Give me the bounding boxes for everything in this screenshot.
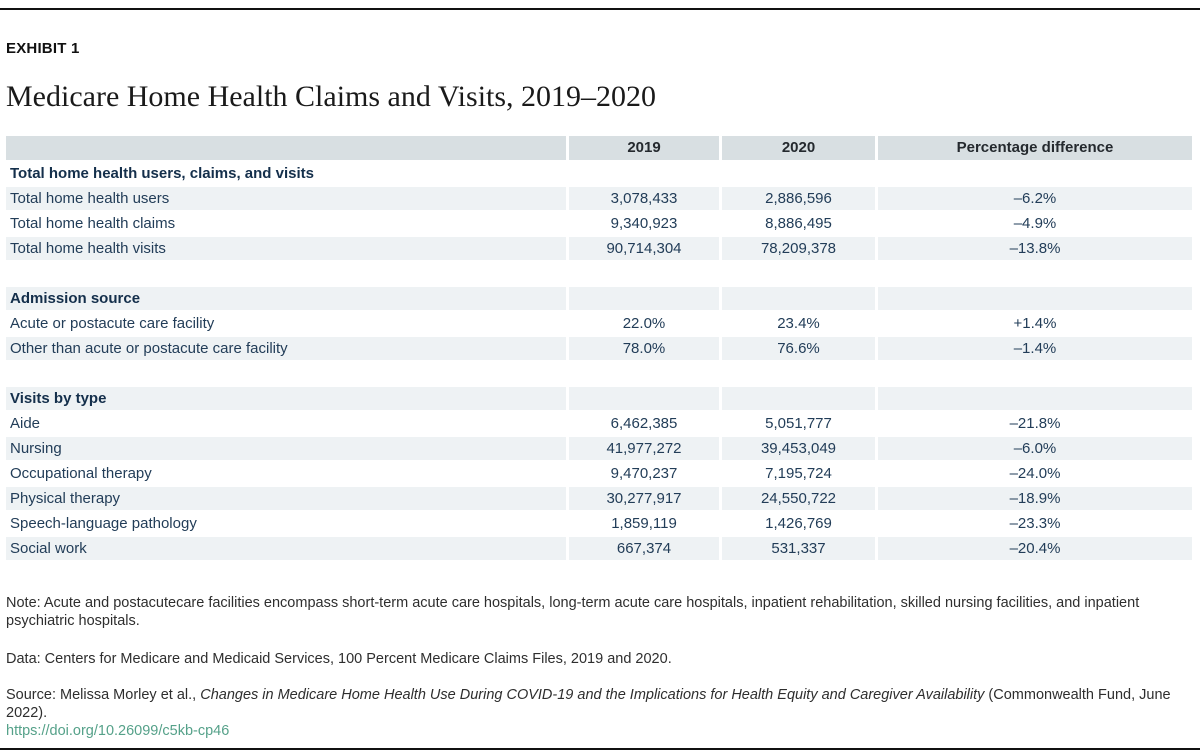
value-2019: 3,078,433	[569, 187, 719, 210]
value-diff: –24.0%	[878, 462, 1192, 485]
section-header-row: Total home health users, claims, and vis…	[6, 162, 1192, 185]
empty-cell	[878, 287, 1192, 310]
value-2019: 9,340,923	[569, 212, 719, 235]
value-2020: 39,453,049	[722, 437, 875, 460]
value-diff: –23.3%	[878, 512, 1192, 535]
row-label: Acute or postacute care facility	[6, 312, 566, 335]
value-2020: 76.6%	[722, 337, 875, 360]
empty-cell	[722, 387, 875, 410]
section-spacer	[6, 262, 1192, 285]
column-header-2019: 2019	[569, 136, 719, 160]
empty-cell	[569, 162, 719, 185]
row-label: Occupational therapy	[6, 462, 566, 485]
row-label: Total home health users	[6, 187, 566, 210]
table-row: Total home health users 3,078,433 2,886,…	[6, 187, 1192, 210]
doi-link[interactable]: https://doi.org/10.26099/c5kb-cp46	[6, 723, 230, 739]
value-2020: 1,426,769	[722, 512, 875, 535]
value-diff: –20.4%	[878, 537, 1192, 560]
value-2019: 667,374	[569, 537, 719, 560]
section-header-label: Visits by type	[6, 387, 566, 410]
value-2020: 5,051,777	[722, 412, 875, 435]
value-2020: 78,209,378	[722, 237, 875, 260]
section-spacer	[6, 362, 1192, 385]
page-title: Medicare Home Health Claims and Visits, …	[6, 80, 657, 113]
section-header-label: Total home health users, claims, and vis…	[6, 162, 566, 185]
value-diff: –6.0%	[878, 437, 1192, 460]
data-text: Data: Centers for Medicare and Medicaid …	[6, 651, 672, 667]
row-label: Physical therapy	[6, 487, 566, 510]
value-diff: –21.8%	[878, 412, 1192, 435]
row-label: Other than acute or postacute care facil…	[6, 337, 566, 360]
table-row: Acute or postacute care facility 22.0% 2…	[6, 312, 1192, 335]
row-label: Total home health visits	[6, 237, 566, 260]
value-2019: 9,470,237	[569, 462, 719, 485]
column-header-percentage-difference: Percentage difference	[878, 136, 1192, 160]
value-2020: 23.4%	[722, 312, 875, 335]
empty-cell	[569, 387, 719, 410]
table-header-row: 2019 2020 Percentage difference	[6, 136, 1192, 160]
value-2019: 90,714,304	[569, 237, 719, 260]
source-title: Changes in Medicare Home Health Use Duri…	[200, 687, 985, 703]
value-2020: 531,337	[722, 537, 875, 560]
value-diff: –6.2%	[878, 187, 1192, 210]
table-row: Total home health visits 90,714,304 78,2…	[6, 237, 1192, 260]
empty-cell	[569, 287, 719, 310]
value-diff: –13.8%	[878, 237, 1192, 260]
table-row: Speech-language pathology 1,859,119 1,42…	[6, 512, 1192, 535]
empty-cell	[878, 387, 1192, 410]
value-diff: –1.4%	[878, 337, 1192, 360]
row-label: Speech-language pathology	[6, 512, 566, 535]
note-text: Note: Acute and postacutecare facilities…	[6, 595, 1140, 629]
value-2019: 78.0%	[569, 337, 719, 360]
empty-cell	[722, 162, 875, 185]
value-2019: 30,277,917	[569, 487, 719, 510]
section-header-label: Admission source	[6, 287, 566, 310]
data-table: 2019 2020 Percentage difference Total ho…	[6, 136, 1192, 560]
empty-cell	[878, 162, 1192, 185]
value-2020: 2,886,596	[722, 187, 875, 210]
source-text: Source: Melissa Morley et al., Changes i…	[6, 686, 1192, 740]
row-label: Nursing	[6, 437, 566, 460]
value-2020: 7,195,724	[722, 462, 875, 485]
column-header-2020: 2020	[722, 136, 875, 160]
row-label: Aide	[6, 412, 566, 435]
source-prefix: Source: Melissa Morley et al.,	[6, 687, 201, 703]
empty-cell	[722, 287, 875, 310]
table-row: Nursing 41,977,272 39,453,049 –6.0%	[6, 437, 1192, 460]
section-header-row: Admission source	[6, 287, 1192, 310]
row-label: Total home health claims	[6, 212, 566, 235]
table-row: Aide 6,462,385 5,051,777 –21.8%	[6, 412, 1192, 435]
table-row: Physical therapy 30,277,917 24,550,722 –…	[6, 487, 1192, 510]
value-diff: –18.9%	[878, 487, 1192, 510]
section-header-row: Visits by type	[6, 387, 1192, 410]
top-rule	[0, 8, 1200, 10]
table-row: Other than acute or postacute care facil…	[6, 337, 1192, 360]
value-2020: 8,886,495	[722, 212, 875, 235]
column-header-empty	[6, 136, 566, 160]
table-row: Total home health claims 9,340,923 8,886…	[6, 212, 1192, 235]
table-row: Social work 667,374 531,337 –20.4%	[6, 537, 1192, 560]
exhibit-label: EXHIBIT 1	[6, 40, 80, 57]
source-suffix: (Commonwealth Fund, June 2022).	[6, 687, 1171, 721]
value-2019: 1,859,119	[569, 512, 719, 535]
value-2019: 6,462,385	[569, 412, 719, 435]
value-2020: 24,550,722	[722, 487, 875, 510]
value-diff: +1.4%	[878, 312, 1192, 335]
row-label: Social work	[6, 537, 566, 560]
value-2019: 41,977,272	[569, 437, 719, 460]
table-row: Occupational therapy 9,470,237 7,195,724…	[6, 462, 1192, 485]
value-diff: –4.9%	[878, 212, 1192, 235]
value-2019: 22.0%	[569, 312, 719, 335]
